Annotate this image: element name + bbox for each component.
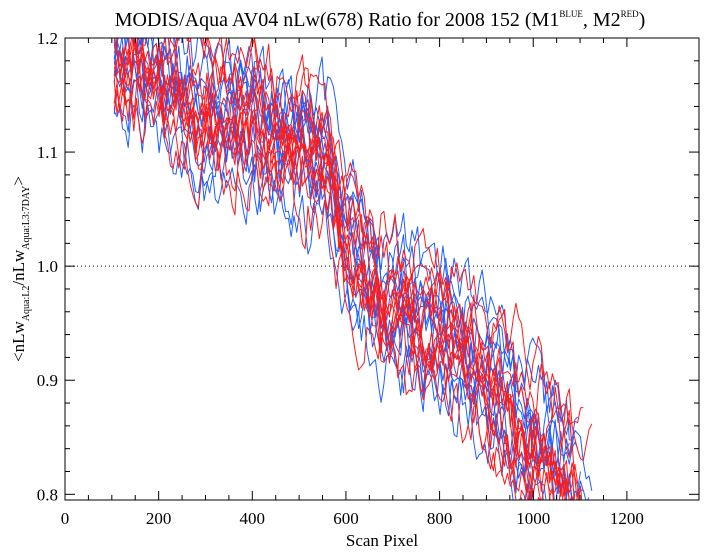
x-tick-label: 0: [61, 509, 70, 528]
series-line-m2-20: [113, 38, 579, 497]
x-tick-label: 1200: [610, 509, 644, 528]
axis-ticks: 0 200 400 600 800 1000 1200 0.8 0.9 1.0 1.1 1.2: [37, 29, 699, 528]
series-line-m2-21: [178, 38, 584, 425]
series-line-m1-10: [113, 75, 544, 500]
y-axis-label: <nLwAqua:L2/nLwAqua:L3:7DAY>: [9, 176, 32, 362]
plot-frame: [64, 37, 700, 501]
x-tick-label: 200: [146, 509, 172, 528]
x-tick-label: 800: [427, 509, 453, 528]
series-line-m2-14: [113, 70, 554, 500]
chart-title: MODIS/Aqua AV04 nLw(678) Ratio for 2008 …: [115, 9, 646, 31]
y-tick-label: 1.2: [37, 29, 58, 48]
series-line-m2-17: [152, 38, 593, 461]
series-line-m1-5: [138, 38, 593, 491]
x-tick-label: 1000: [516, 509, 550, 528]
series-line-m2-24: [113, 66, 583, 500]
series-line-m2-23: [132, 38, 573, 457]
series-line-m2-18: [113, 50, 566, 500]
x-axis-label: Scan Pixel: [346, 531, 419, 550]
series-line-m2-22: [113, 78, 554, 500]
y-tick-label: 1.1: [37, 143, 58, 162]
y-tick-label: 0.8: [37, 485, 58, 504]
x-tick-label: 400: [240, 509, 266, 528]
series-group: [113, 38, 593, 500]
y-tick-label: 0.9: [37, 371, 58, 390]
y-tick-label: 1.0: [37, 257, 58, 276]
x-tick-label: 600: [333, 509, 359, 528]
series-line-m1-9: [145, 38, 579, 442]
